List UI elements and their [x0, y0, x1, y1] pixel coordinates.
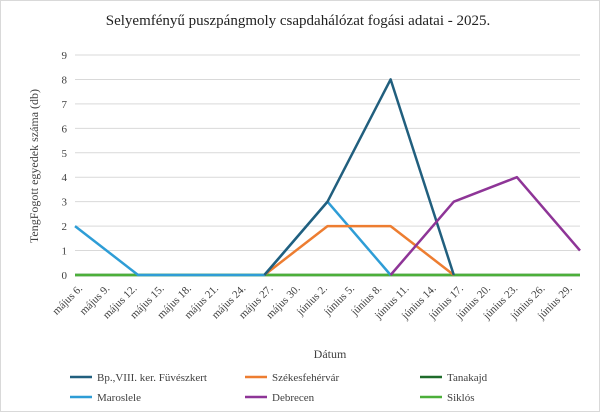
series-line-3 — [74, 200, 392, 277]
gridlines — [75, 54, 580, 252]
x-axis-ticks: május 6.május 9.május 12.május 15.május … — [50, 282, 575, 322]
series-lines — [74, 78, 581, 277]
series-line-0 — [263, 78, 455, 276]
legend-label: Székesfehérvár — [272, 372, 340, 384]
y-tick-label: 4 — [62, 172, 68, 184]
y-tick-label: 5 — [62, 148, 68, 160]
x-axis-title: Dátum — [314, 347, 347, 361]
series-line-4 — [389, 175, 581, 276]
y-tick-label: 7 — [62, 99, 68, 111]
y-tick-label: 3 — [62, 197, 68, 209]
legend-label: Debrecen — [272, 392, 315, 404]
legend-item: Bp.,VIII. ker. Füvészkert — [70, 372, 207, 384]
y-tick-label: 8 — [62, 74, 68, 86]
y-tick-label: 6 — [62, 123, 68, 135]
legend-label: Tanakajd — [447, 372, 488, 384]
y-tick-label: 9 — [62, 50, 68, 62]
chart-title: Selyemfényű puszpángmoly csapdahálózat f… — [106, 13, 490, 29]
y-axis-title: TengFogott egyedek száma (db) — [27, 89, 41, 243]
series-line-1 — [263, 224, 455, 276]
y-tick-label: 0 — [62, 270, 68, 282]
y-tick-label: 1 — [62, 246, 68, 258]
legend-item: Siklós — [420, 392, 475, 404]
legend-label: Maroslele — [97, 392, 141, 404]
legend-label: Bp.,VIII. ker. Füvészkert — [97, 372, 207, 384]
y-axis-ticks: 0 1 2 3 4 5 6 7 8 9 — [62, 50, 68, 282]
legend: Bp.,VIII. ker. Füvészkert Székesfehérvár T… — [70, 372, 488, 404]
legend-item: Maroslele — [70, 392, 141, 404]
y-tick-label: 2 — [62, 221, 68, 233]
legend-item: Debrecen — [245, 392, 315, 404]
legend-label: Siklós — [447, 392, 475, 404]
legend-item: Székesfehérvár — [245, 372, 340, 384]
legend-item: Tanakajd — [420, 372, 488, 384]
